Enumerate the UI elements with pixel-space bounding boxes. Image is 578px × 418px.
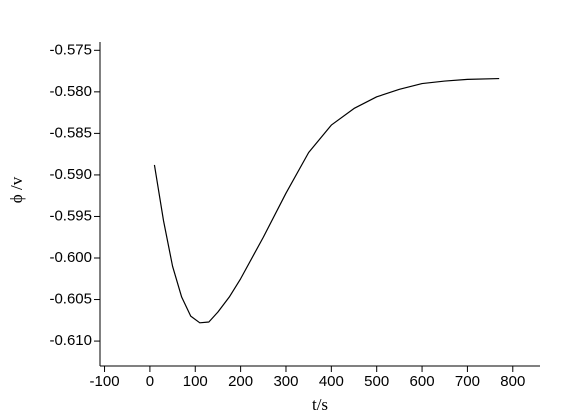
x-tick-label: 400 <box>319 373 344 390</box>
y-tick-label: -0.605 <box>49 291 92 308</box>
x-tick-label: 200 <box>228 373 253 390</box>
y-tick-label: -0.610 <box>49 332 92 349</box>
x-tick-label: 100 <box>183 373 208 390</box>
y-tick-label: -0.595 <box>49 207 92 224</box>
x-tick-label: 700 <box>455 373 480 390</box>
y-tick-label: -0.600 <box>49 249 92 266</box>
y-tick-label: -0.575 <box>49 41 92 58</box>
x-tick-label: 800 <box>500 373 525 390</box>
x-tick-label: 0 <box>146 373 154 390</box>
x-tick-label: -100 <box>90 373 120 390</box>
x-tick-label: 300 <box>273 373 298 390</box>
y-tick-label: -0.585 <box>49 124 92 141</box>
y-tick-label: -0.590 <box>49 166 92 183</box>
x-tick-label: 500 <box>364 373 389 390</box>
data-line <box>153 77 500 324</box>
x-tick-label: 600 <box>410 373 435 390</box>
x-axis-title: t/s <box>312 395 328 414</box>
y-tick-label: -0.580 <box>49 83 92 100</box>
y-axis-title: ϕ /v <box>7 176 26 203</box>
